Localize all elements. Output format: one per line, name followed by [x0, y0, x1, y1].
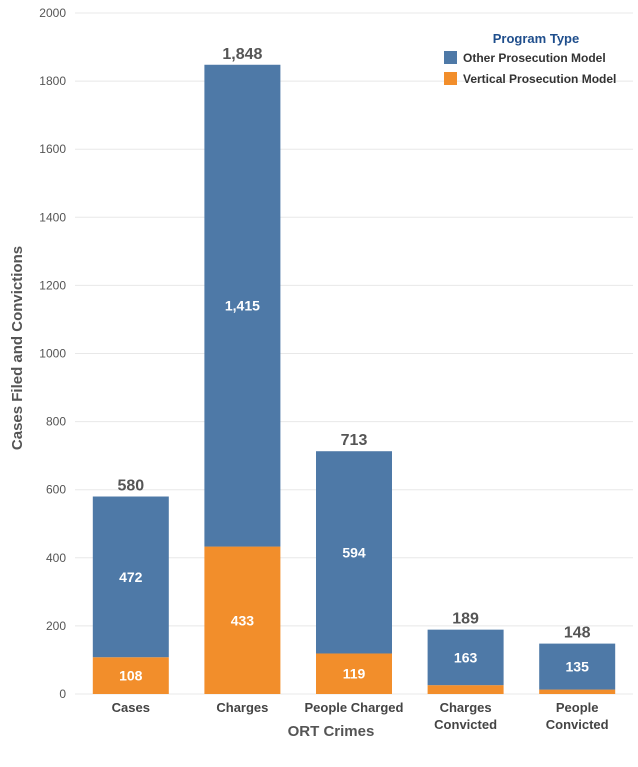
x-axis-ticks: Cases Charges People Charged Charges Convict…	[112, 700, 609, 732]
x-tick-label: Cases	[112, 700, 150, 715]
x-tick-label: Charges	[216, 700, 268, 715]
legend: Program Type Other Prosecution Model Ver…	[444, 31, 616, 86]
x-axis-title: ORT Crimes	[288, 723, 375, 740]
legend-label-other: Other Prosecution Model	[463, 51, 606, 65]
y-tick-label: 1000	[39, 347, 66, 361]
bar-segment	[204, 64, 281, 547]
y-tick-label: 0	[59, 687, 66, 701]
bar-segment	[316, 653, 392, 694]
segment-value-label: 119	[343, 666, 366, 682]
bar-total-label: 1,848	[222, 46, 262, 63]
y-tick-label: 400	[46, 551, 66, 565]
data-labels: 108 472 580 433 1,415 1,848 119 594 713 163 189 135…	[117, 46, 590, 684]
y-tick-label: 2000	[39, 6, 66, 20]
segment-value-label: 108	[119, 668, 143, 684]
segment-value-label: 163	[454, 649, 478, 665]
bar-segment	[539, 689, 616, 694]
bar-segment	[92, 657, 169, 694]
y-axis-title: Cases Filed and Convictions	[9, 246, 26, 450]
segment-value-label: 1,415	[225, 298, 260, 314]
y-axis-ticks: 0 200 400 600 800 1000 1200 1400 1600 1800 2000	[39, 6, 66, 701]
legend-label-vertical: Vertical Prosecution Model	[463, 72, 616, 86]
bar-segment	[427, 629, 504, 686]
x-tick-label: People Charged	[305, 700, 404, 715]
y-tick-label: 800	[46, 415, 66, 429]
segment-value-label: 433	[231, 612, 255, 628]
bar-segment	[92, 496, 169, 658]
y-tick-label: 1600	[39, 142, 66, 156]
bar-total-label: 148	[564, 625, 591, 642]
bar-total-label: 189	[452, 611, 479, 628]
bar-segment	[539, 643, 616, 690]
segment-value-label: 135	[566, 659, 590, 675]
segment-value-label: 594	[342, 544, 366, 560]
bar-segment	[204, 546, 281, 694]
y-tick-label: 1200	[39, 278, 66, 292]
x-tick-label: Convicted	[546, 717, 609, 732]
bar-segment	[316, 451, 392, 654]
bar-total-label: 713	[341, 432, 368, 449]
bar-segment	[427, 685, 504, 694]
y-tick-label: 200	[46, 619, 66, 633]
bar-total-label: 580	[117, 478, 144, 495]
x-tick-label: Charges	[440, 700, 492, 715]
legend-swatch-other	[444, 51, 457, 64]
y-tick-label: 600	[46, 483, 66, 497]
legend-swatch-vertical	[444, 72, 457, 85]
x-tick-label: People	[556, 700, 599, 715]
y-tick-label: 1400	[39, 210, 66, 224]
bars	[92, 64, 616, 694]
segment-value-label: 472	[119, 569, 143, 585]
x-tick-label: Convicted	[434, 717, 497, 732]
legend-title: Program Type	[493, 31, 579, 46]
y-tick-label: 1800	[39, 74, 66, 88]
